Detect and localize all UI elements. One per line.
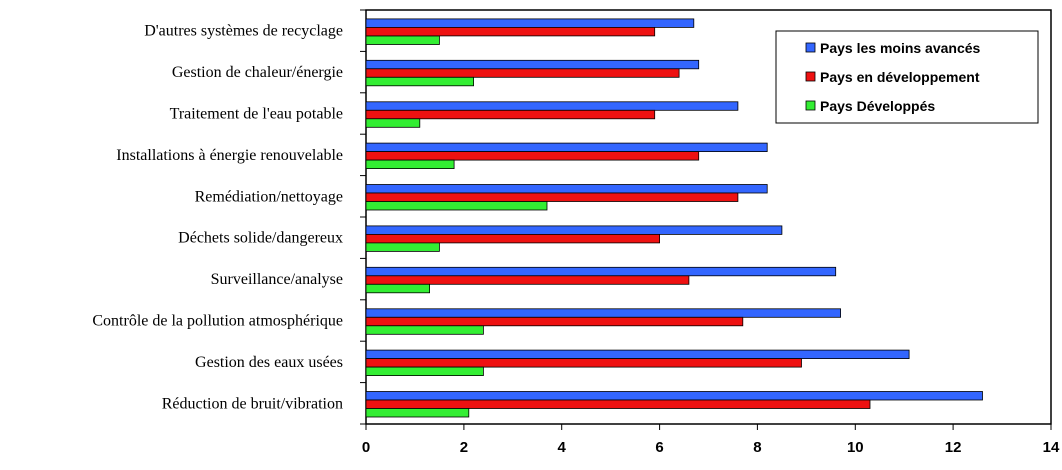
legend: Pays les moins avancés Pays en développe… [775, 30, 1039, 124]
x-tick-label-5: 10 [847, 439, 864, 456]
bar-8-series-2 [365, 366, 484, 377]
bar-2-series-0 [365, 101, 739, 111]
bar-5-series-1 [365, 233, 661, 244]
bar-3-series-0 [365, 142, 768, 153]
legend-swatch-0 [805, 42, 816, 53]
bar-0-series-0 [365, 18, 695, 28]
bar-8-series-1 [365, 358, 802, 368]
bar-1-series-2 [365, 76, 474, 87]
bar-3-series-1 [365, 151, 700, 161]
category-labels: D'autres systèmes de recyclage Gestion de… [92, 23, 343, 413]
legend-label-1: Pays en développement [820, 69, 980, 85]
category-label-9: Réduction de bruit/vibration [162, 395, 343, 412]
category-label-3: Installations à énergie renouvelable [116, 147, 343, 164]
legend-label-2: Pays Développés [820, 98, 935, 114]
category-label-6: Surveillance/analyse [211, 271, 343, 288]
x-tick-label-1: 2 [460, 439, 468, 456]
bar-5-series-2 [365, 242, 440, 252]
legend-swatch-2 [805, 100, 816, 111]
bars-group [365, 18, 983, 418]
bar-2-series-1 [365, 109, 656, 120]
bar-4-series-0 [365, 184, 768, 194]
x-tick-label-6: 12 [945, 439, 962, 456]
legend-label-0: Pays les moins avancés [820, 40, 981, 56]
bar-8-series-0 [365, 349, 910, 360]
bar-9-series-0 [365, 391, 983, 401]
x-tick-label-4: 8 [753, 439, 761, 456]
bar-9-series-1 [365, 399, 871, 409]
bar-4-series-1 [365, 192, 739, 202]
category-label-7: Contrôle de la pollution atmosphérique [92, 313, 343, 330]
x-tick-label-7: 14 [1043, 439, 1060, 456]
bar-6-series-2 [365, 283, 430, 294]
bar-1-series-0 [365, 59, 700, 70]
bar-9-series-2 [365, 408, 470, 418]
x-axis: 0 2 4 6 8 10 12 14 [360, 9, 1060, 456]
bar-7-series-1 [365, 316, 744, 327]
bar-4-series-2 [365, 201, 548, 211]
category-label-2: Traitement de l'eau potable [170, 106, 343, 123]
bar-3-series-2 [365, 159, 455, 170]
category-label-1: Gestion de chaleur/énergie [172, 64, 343, 81]
category-label-5: Déchets solide/dangereux [178, 230, 343, 247]
bar-6-series-0 [365, 266, 837, 277]
legend-box [775, 30, 1039, 124]
bar-0-series-2 [365, 35, 440, 45]
legend-swatch-1 [805, 71, 816, 82]
bar-6-series-1 [365, 275, 690, 285]
category-label-8: Gestion des eaux usées [195, 354, 343, 371]
bar-1-series-1 [365, 68, 680, 78]
bar-7-series-0 [365, 308, 842, 318]
bar-2-series-2 [365, 118, 421, 128]
category-label-0: D'autres systèmes de recyclage [144, 23, 343, 40]
bar-7-series-2 [365, 325, 484, 335]
x-tick-label-0: 0 [362, 439, 370, 456]
bar-5-series-0 [365, 225, 783, 235]
category-label-4: Remédiation/nettoyage [195, 188, 343, 205]
x-tick-label-2: 4 [558, 439, 567, 456]
bar-0-series-1 [365, 26, 656, 37]
x-tick-label-3: 6 [655, 439, 663, 456]
